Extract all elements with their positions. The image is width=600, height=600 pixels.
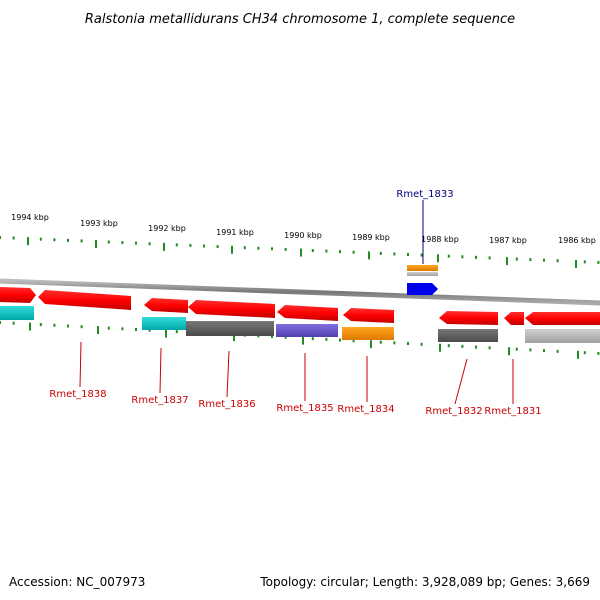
gene-rmet-1838-arrow[interactable] [38, 290, 131, 310]
kbp-label: 1992 kbp [148, 224, 186, 233]
gene-label-rmet-1835[interactable]: Rmet_1835 [276, 403, 333, 414]
gene-label-rmet-1836[interactable]: Rmet_1836 [198, 399, 255, 410]
gene-rmet-1837-arrow[interactable] [144, 298, 188, 313]
gene-rmet-1834-arrow[interactable] [343, 308, 394, 323]
kbp-label: 1994 kbp [11, 213, 49, 222]
summary-text: Topology: circular; Length: 3,928,089 bp… [259, 575, 590, 589]
gene-rmet-1835-arrow[interactable] [277, 305, 338, 321]
map-title: Ralstonia metallidurans CH34 chromosome … [85, 12, 515, 27]
gene-rmet-1832-arrow[interactable] [439, 311, 498, 325]
kbp-label: 1990 kbp [284, 231, 322, 240]
kbp-label: 1987 kbp [489, 236, 527, 245]
kbp-label: 1989 kbp [352, 233, 390, 242]
kbp-label: 1986 kbp [558, 236, 596, 245]
accession-text: Accession: NC_007973 [9, 575, 145, 589]
gene-label-rmet-1837[interactable]: Rmet_1837 [131, 395, 188, 406]
gene-rmet-1833-arrow[interactable] [407, 283, 438, 295]
kbp-label: 1993 kbp [80, 219, 118, 228]
gene-arrow[interactable] [525, 312, 600, 325]
feature-gray-light[interactable] [525, 329, 600, 343]
feature-gray-small[interactable] [407, 272, 438, 276]
feature-orange[interactable] [342, 327, 394, 340]
gene-label-rmet-1831[interactable]: Rmet_1831 [484, 406, 541, 417]
gene-rmet-1836-arrow[interactable] [188, 300, 275, 318]
feature-orange-small[interactable] [407, 265, 438, 271]
gene-rmet-1831-arrow[interactable] [504, 312, 524, 325]
gene-label-rmet-1832[interactable]: Rmet_1832 [425, 406, 482, 417]
gene-leaders [79, 341, 514, 405]
feature-gray-dark[interactable] [186, 321, 274, 336]
feature-gray-dark[interactable] [438, 329, 498, 342]
chromosome-backbone [0, 278, 600, 306]
coordinate-ticks-top [0, 236, 600, 268]
gene-label-rmet-1838[interactable]: Rmet_1838 [49, 389, 106, 400]
feature-purple[interactable] [276, 324, 338, 337]
feature-cyan[interactable] [0, 306, 34, 320]
kbp-label: 1991 kbp [216, 228, 254, 237]
gene-arrow[interactable] [0, 287, 36, 303]
kbp-label: 1988 kbp [421, 235, 459, 244]
gene-label-rmet-1834[interactable]: Rmet_1834 [337, 404, 394, 415]
feature-cyan[interactable] [142, 317, 186, 330]
gene-label-rmet-1833[interactable]: Rmet_1833 [396, 189, 453, 200]
